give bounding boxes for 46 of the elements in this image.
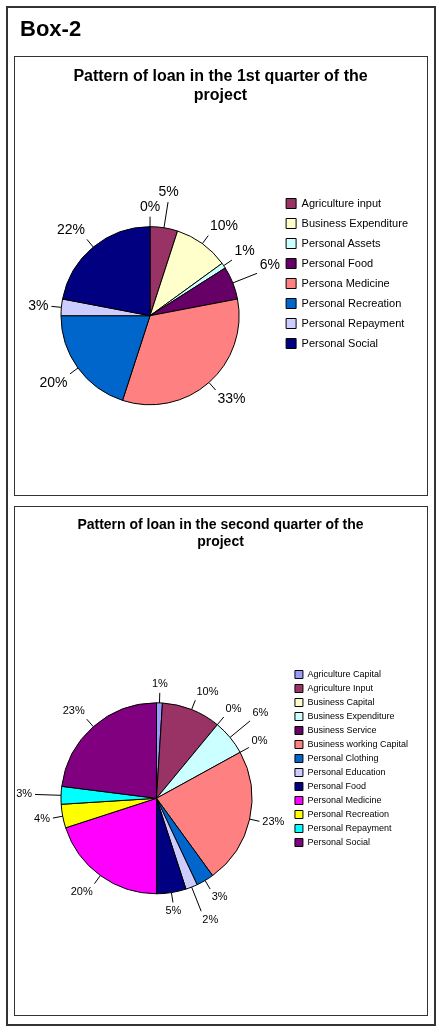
data-label: 3%: [16, 787, 33, 800]
legend-label: Agriculture input: [301, 196, 382, 209]
data-label: 4%: [34, 811, 51, 824]
chart-title: Pattern of loan in the 1st quarter of the project: [73, 67, 368, 104]
legend-label: Business Expenditure: [301, 216, 409, 229]
text: 0%: [251, 733, 268, 746]
data-label: 5%: [165, 903, 182, 916]
legend-label: Business Capital: [307, 696, 375, 707]
text: 0%: [225, 702, 242, 715]
text: Box-2: [20, 16, 82, 42]
legend-label: Personal Repayment: [301, 316, 405, 329]
legend-label: Personal Social: [307, 836, 370, 847]
legend-label: Business Service: [307, 724, 377, 735]
data-label: 33%: [217, 390, 246, 407]
data-label: 5%: [158, 182, 179, 199]
legend-label: Persona Medicine: [301, 276, 390, 289]
data-label: 20%: [39, 373, 68, 390]
legend-label: Agriculture Input: [307, 682, 374, 693]
legend-label: Personal Clothing: [307, 752, 379, 763]
legend-label: Personal Assets: [301, 236, 381, 249]
legend-label: Personal Social: [301, 336, 379, 349]
data-label: 6%: [252, 706, 269, 719]
chart-title: Pattern of loan in the second quarter of the project: [77, 516, 364, 550]
legend-label: Business Expenditure: [307, 710, 395, 721]
legend-label: Personal Medicine: [307, 794, 382, 805]
legend-label: Personal Recreation: [301, 296, 402, 309]
legend-label: Personal Recreation: [307, 808, 389, 819]
data-label: 10%: [210, 217, 239, 233]
data-label: 3%: [28, 296, 49, 313]
data-label: 20%: [70, 884, 93, 897]
legend-label: Personal Repayment: [307, 822, 392, 833]
legend-label: Agriculture Capital: [307, 668, 381, 679]
legend-label: Personal Education: [307, 766, 386, 777]
text: 0%: [139, 197, 161, 214]
legend-label: Personal Food: [301, 256, 374, 269]
data-label: 2%: [202, 912, 219, 925]
data-label: 1%: [234, 242, 255, 259]
legend-label: Business working Capital: [307, 738, 408, 749]
data-label: 23%: [262, 814, 285, 827]
data-label: 23%: [62, 704, 85, 717]
data-label: 6%: [259, 256, 281, 273]
data-label: 22%: [56, 220, 85, 237]
data-label: 3%: [211, 890, 228, 903]
data-label: 1%: [151, 677, 169, 690]
data-label: 10%: [196, 684, 219, 697]
legend-label: Personal Food: [307, 780, 366, 791]
